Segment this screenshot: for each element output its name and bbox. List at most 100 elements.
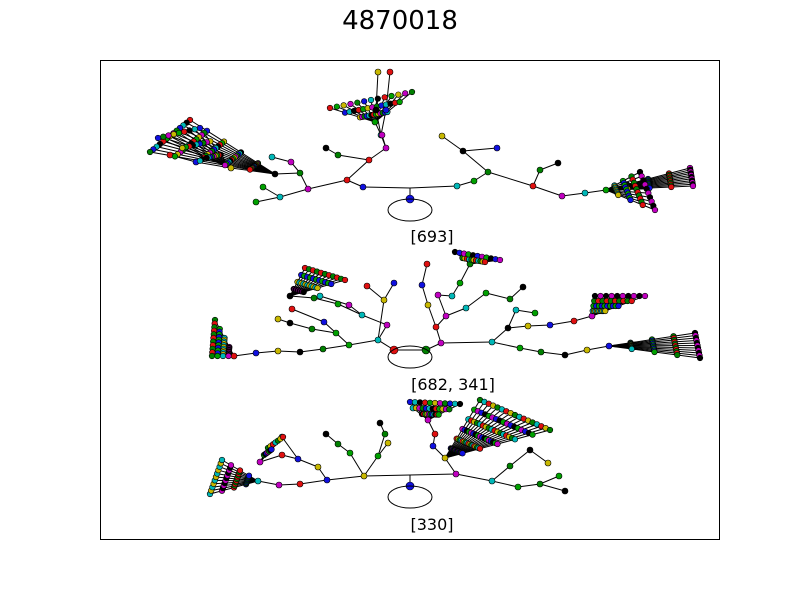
edge xyxy=(532,185,563,197)
graph-node xyxy=(506,295,514,303)
edge xyxy=(509,449,531,467)
edge xyxy=(349,452,365,477)
edge xyxy=(669,169,691,176)
graph-2-label: [682, 341] xyxy=(411,375,495,394)
graph-node xyxy=(271,170,279,178)
edge xyxy=(671,185,694,188)
graph-node xyxy=(482,289,490,297)
edge xyxy=(255,350,279,354)
graph-node xyxy=(494,440,501,448)
graph-node xyxy=(462,304,470,312)
graph-node xyxy=(268,446,275,453)
edge xyxy=(630,341,653,345)
graph-node xyxy=(274,315,282,323)
edge xyxy=(368,147,387,161)
graph-3-label: [330] xyxy=(410,515,453,534)
graph-node xyxy=(276,193,284,201)
graph-node xyxy=(651,206,659,214)
edge xyxy=(675,347,699,349)
self-loop-1 xyxy=(387,198,433,222)
edge xyxy=(159,143,184,151)
edge xyxy=(299,479,328,485)
edge xyxy=(674,337,697,341)
edge xyxy=(223,141,242,153)
graph-node xyxy=(268,153,276,161)
edge xyxy=(651,335,674,340)
graph-node xyxy=(402,90,409,97)
edge xyxy=(652,339,675,343)
graph-node xyxy=(446,406,453,413)
edge xyxy=(631,347,655,352)
graph-node xyxy=(627,196,634,204)
graph-node xyxy=(314,463,322,471)
graph-node xyxy=(602,186,610,194)
edge xyxy=(227,162,252,170)
edge xyxy=(630,340,653,344)
graph-node xyxy=(516,344,524,352)
edge xyxy=(648,177,670,183)
graph-node xyxy=(496,256,504,264)
edge xyxy=(259,454,283,463)
graph-node xyxy=(165,132,172,139)
graph-node xyxy=(546,321,554,329)
graph-node xyxy=(602,307,609,315)
graph-node xyxy=(488,338,496,346)
graph-node xyxy=(381,94,388,101)
edge xyxy=(669,171,691,177)
graph-node xyxy=(236,467,244,474)
graph-node xyxy=(442,312,450,320)
edge xyxy=(670,180,693,184)
graph-node xyxy=(347,100,354,108)
graph-node xyxy=(376,419,384,427)
graph-node xyxy=(378,131,386,139)
graph-node xyxy=(171,153,179,160)
edge xyxy=(586,345,610,351)
graph-node xyxy=(333,103,340,110)
graph-node xyxy=(506,462,514,470)
graph-node xyxy=(429,442,437,450)
edge xyxy=(291,308,325,323)
edge xyxy=(313,297,339,305)
graph-node xyxy=(561,351,569,359)
graph-node xyxy=(484,168,492,176)
edge xyxy=(249,169,276,175)
graph-node xyxy=(286,319,294,327)
self-loop-2 xyxy=(387,345,433,369)
edge xyxy=(348,339,379,346)
graph-node xyxy=(246,166,254,173)
graph-node xyxy=(431,430,439,438)
edge xyxy=(561,192,586,197)
edge xyxy=(363,474,411,477)
graph-node xyxy=(390,279,398,287)
graph-node xyxy=(615,302,622,310)
graph-node xyxy=(219,352,227,360)
edge xyxy=(507,325,529,329)
graph-node xyxy=(175,129,183,137)
graph-node xyxy=(386,68,394,76)
edge xyxy=(648,182,671,186)
graph-node xyxy=(529,431,536,438)
graph-node xyxy=(196,124,204,132)
graph-node xyxy=(435,411,442,418)
edge xyxy=(631,348,655,353)
edge xyxy=(311,328,337,334)
edge xyxy=(319,295,350,306)
graph-node xyxy=(214,352,221,360)
edge xyxy=(279,188,309,198)
graph-node xyxy=(196,157,204,164)
graph-node xyxy=(179,144,186,152)
graph-node xyxy=(546,426,554,434)
edge xyxy=(676,348,699,351)
edge xyxy=(441,135,464,152)
graph-node xyxy=(570,317,578,325)
edge xyxy=(221,142,240,154)
graph-node xyxy=(481,258,489,266)
graph-node xyxy=(345,341,353,349)
graph-node xyxy=(230,352,238,360)
graph-node xyxy=(296,169,304,177)
graph-node xyxy=(689,182,697,190)
edge xyxy=(231,159,254,168)
edge xyxy=(377,299,385,341)
graph-node xyxy=(619,292,626,300)
